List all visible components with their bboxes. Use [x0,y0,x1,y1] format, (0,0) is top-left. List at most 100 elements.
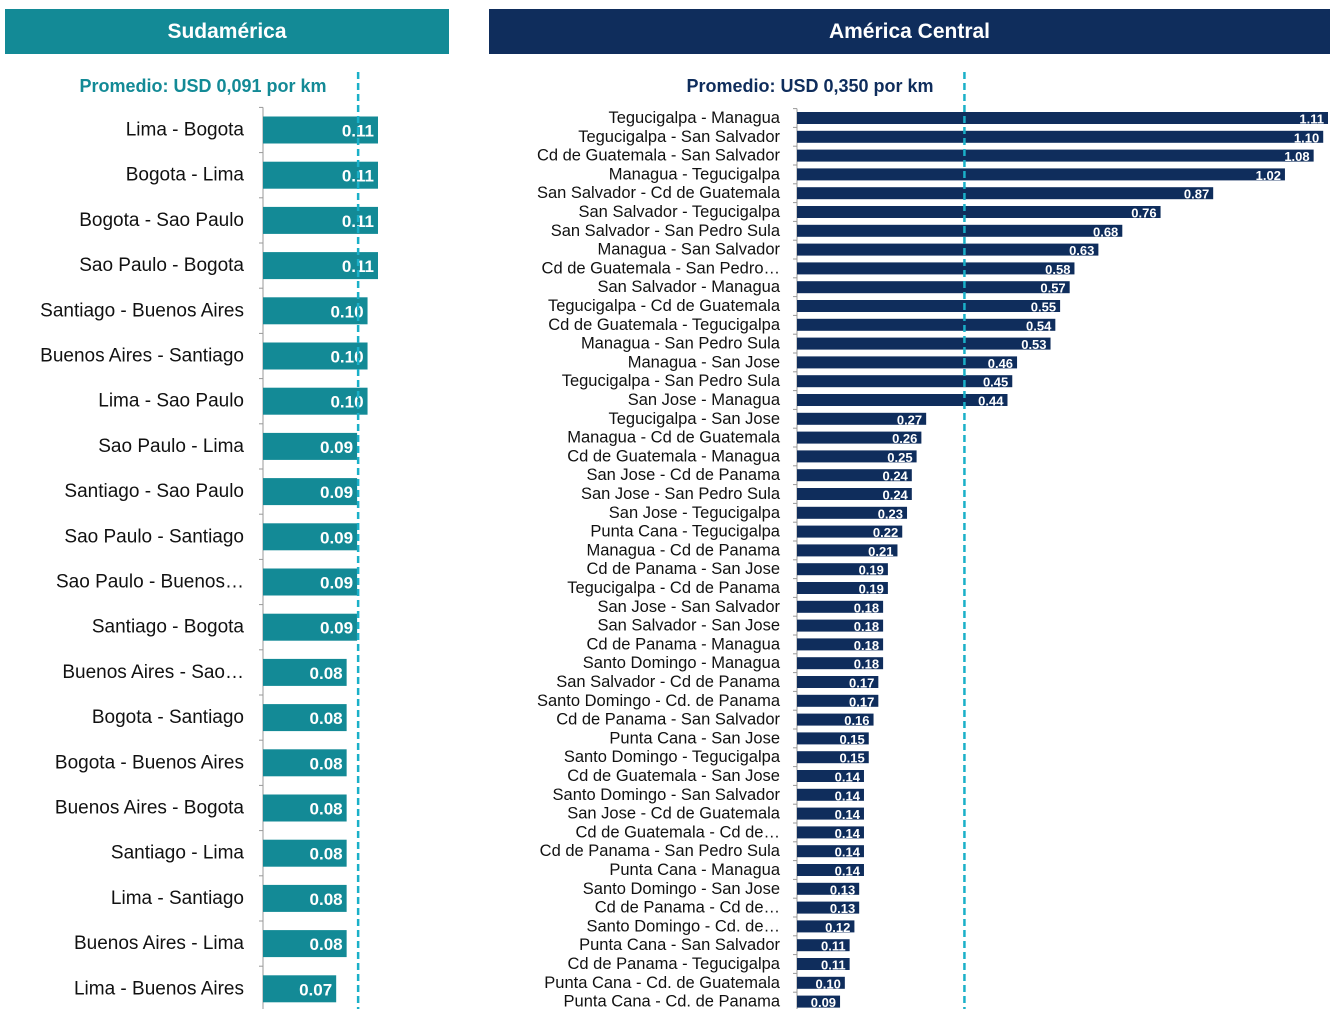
data-label: 0.11 [342,257,374,276]
category-label: San Jose - Managua [628,391,781,409]
bar [797,713,874,726]
category-label: Lima - Sao Paulo [98,391,244,412]
bar [797,845,864,858]
average-label: Promedio: USD 0,350 por km [686,76,933,96]
data-label: 0.09 [320,574,353,593]
category-label: Managua - Cd de Guatemala [567,429,781,447]
bar [797,920,855,933]
bar [263,930,347,958]
data-label: 0.17 [849,694,874,709]
category-label: Santiago - Lima [111,843,245,864]
category-label: Santo Domingo - Cd. de Panama [537,692,781,710]
data-label: 0.15 [839,732,864,747]
bar [263,884,347,912]
panel-header [489,9,1330,54]
data-label: 0.57 [1040,281,1065,296]
data-label: 0.18 [854,600,879,615]
bar [797,394,1008,406]
category-label: Tegucigalpa - San Jose [608,410,780,428]
bar [797,544,898,557]
data-label: 0.24 [882,469,908,484]
category-label: Cd de Panama - Tegucigalpa [567,955,780,973]
bar [797,582,888,594]
category-label: Cd de Guatemala - Cd de… [575,823,780,841]
bar [797,770,864,782]
bar [797,281,1070,294]
category-label: Santo Domingo - San Jose [583,880,780,898]
category-label: Santiago - Bogota [92,617,245,638]
bar [797,149,1314,162]
category-label: Buenos Aires - Santiago [40,346,244,367]
data-label: 1.10 [1294,130,1319,145]
category-label: San Salvador - San Jose [597,617,780,635]
bar [797,168,1285,181]
bar [263,342,368,370]
bar [797,488,912,500]
category-label: San Salvador - San Pedro Sula [551,222,781,240]
data-label: 0.10 [330,348,363,367]
data-label: 0.08 [310,664,343,683]
bar [797,788,864,801]
bar [797,525,903,538]
category-label: Santo Domingo - Cd. de… [586,917,780,935]
bar [797,939,850,952]
data-label: 0.12 [825,920,850,935]
category-label: Sao Paulo - Buenos… [56,572,244,593]
category-label: Cd de Panama - Managua [586,635,780,653]
category-label: Managua - San Salvador [597,241,780,259]
bar [797,262,1075,275]
bar [263,704,347,732]
bar [263,387,368,415]
bar [797,375,1013,388]
bar [263,568,358,596]
data-label: 0.54 [1026,318,1052,333]
data-label: 0.17 [849,676,874,691]
data-label: 0.13 [830,901,855,916]
bar [263,432,358,460]
bar [263,478,358,506]
bar [797,732,869,745]
bar [797,563,888,576]
category-label: Bogota - Buenos Aires [55,752,244,773]
data-label: 0.08 [310,709,343,728]
data-label: 0.15 [839,751,864,766]
category-label: Lima - Santiago [111,888,244,909]
bar [263,658,347,686]
category-label: Cd de Panama - Cd de… [595,899,780,917]
category-label: Cd de Guatemala - Tegucigalpa [548,316,781,334]
category-label: Bogota - Lima [126,165,245,186]
data-label: 0.14 [835,770,861,785]
data-label: 0.87 [1184,187,1209,202]
data-label: 0.63 [1069,243,1094,258]
bar [797,694,879,707]
category-label: Santo Domingo - San Salvador [553,786,781,804]
data-label: 1.02 [1256,168,1281,183]
category-label: Cd de Panama - San Pedro Sula [540,842,781,860]
category-label: Sao Paulo - Bogota [79,255,244,276]
category-label: Santo Domingo - Managua [583,654,781,672]
category-label: Tegucigalpa - Cd de Panama [567,579,781,597]
bar [797,882,860,895]
data-label: 0.09 [811,995,836,1009]
bar [797,206,1161,218]
bar [797,619,884,632]
bar [797,130,1324,143]
bar [797,224,1123,237]
category-label: Cd de Guatemala - San Pedro… [542,259,780,277]
data-label: 0.53 [1021,337,1046,352]
average-label: Promedio: USD 0,091 por km [79,76,326,96]
data-label: 0.10 [330,302,363,321]
bar [797,807,864,820]
data-label: 0.46 [988,356,1013,371]
category-label: San Jose - San Pedro Sula [581,485,781,503]
category-label: San Jose - Tegucigalpa [609,504,781,522]
data-label: 0.08 [310,845,343,864]
data-label: 0.14 [835,845,861,860]
bar [797,469,912,482]
data-label: 0.45 [983,375,1008,390]
panel-title: Sudamérica [167,20,286,43]
category-label: Bogota - Sao Paulo [79,210,244,231]
category-label: Cd de Guatemala - Managua [567,447,781,465]
category-label: Cd de Guatemala - San Jose [567,767,780,785]
bar [797,318,1056,331]
